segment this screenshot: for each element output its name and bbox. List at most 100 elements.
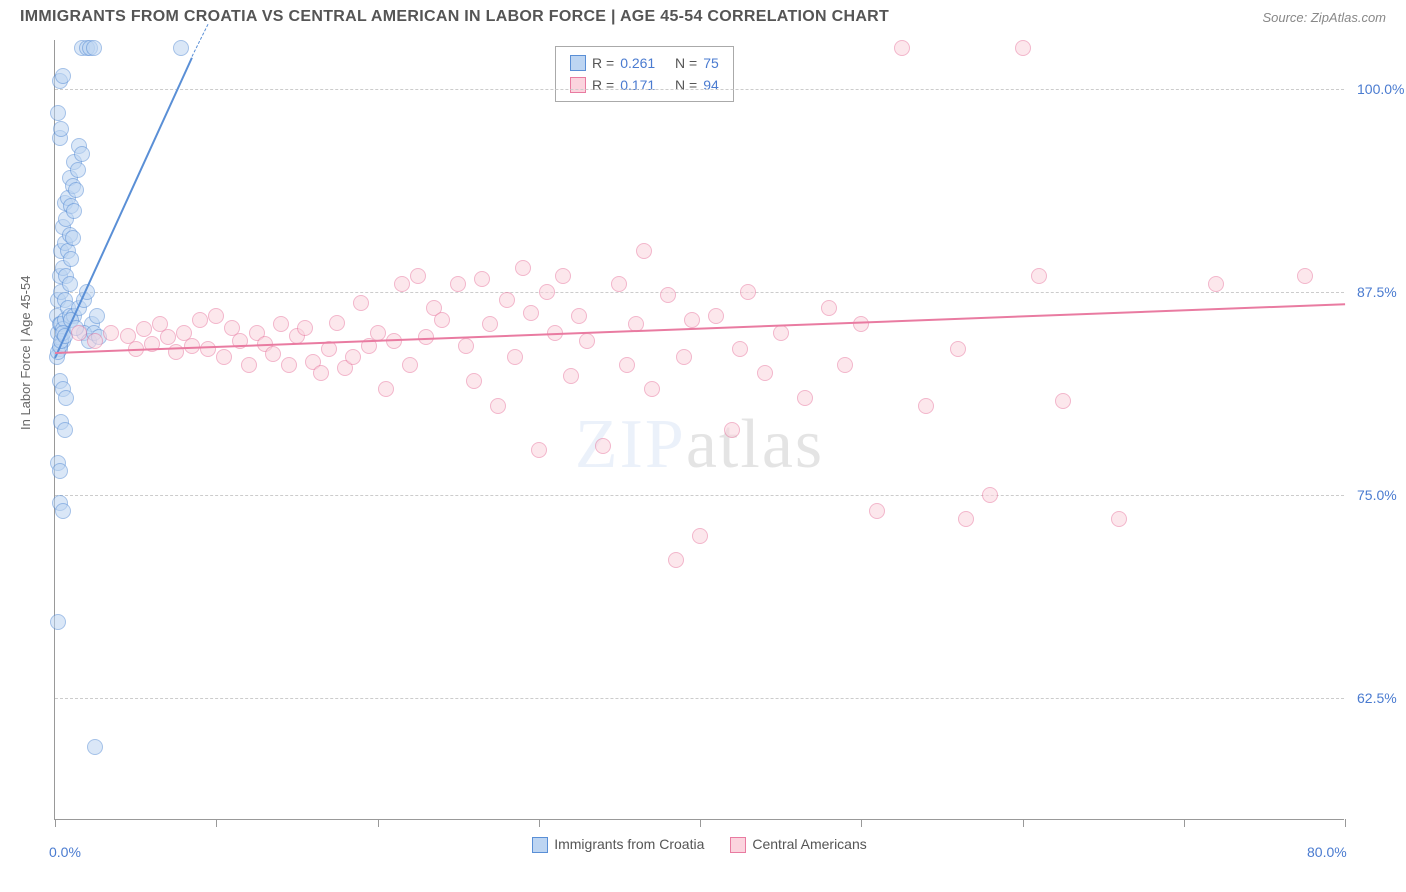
x-tick xyxy=(861,819,862,827)
data-point xyxy=(644,381,660,397)
r-label: R = xyxy=(592,74,614,96)
data-point xyxy=(531,442,547,458)
r-value: 0.171 xyxy=(620,74,655,96)
data-point xyxy=(58,390,74,406)
legend-label: Immigrants from Croatia xyxy=(554,836,704,852)
data-point xyxy=(458,338,474,354)
legend-swatch-icon xyxy=(730,837,746,853)
data-point xyxy=(684,312,700,328)
gridline-h xyxy=(55,292,1344,293)
legend-swatch-central xyxy=(570,77,586,93)
data-point xyxy=(62,276,78,292)
x-tick xyxy=(55,819,56,827)
data-point xyxy=(523,305,539,321)
data-point xyxy=(740,284,756,300)
data-point xyxy=(611,276,627,292)
legend-stat-row-croatia: R = 0.261 N = 75 xyxy=(570,52,719,74)
data-point xyxy=(74,146,90,162)
data-point xyxy=(66,203,82,219)
data-point xyxy=(55,68,71,84)
data-point xyxy=(595,438,611,454)
x-tick xyxy=(1184,819,1185,827)
data-point xyxy=(68,182,84,198)
data-point xyxy=(1297,268,1313,284)
y-tick-label: 100.0% xyxy=(1357,81,1404,97)
data-point xyxy=(869,503,885,519)
data-point xyxy=(208,308,224,324)
data-point xyxy=(757,365,773,381)
x-tick xyxy=(216,819,217,827)
data-point xyxy=(136,321,152,337)
data-point xyxy=(563,368,579,384)
data-point xyxy=(958,511,974,527)
n-label: N = xyxy=(675,74,697,96)
data-point xyxy=(918,398,934,414)
data-point xyxy=(281,357,297,373)
n-value: 94 xyxy=(703,74,719,96)
n-value: 75 xyxy=(703,52,719,74)
data-point xyxy=(103,325,119,341)
legend-swatch-icon xyxy=(532,837,548,853)
data-point xyxy=(1111,511,1127,527)
data-point xyxy=(192,312,208,328)
gridline-h xyxy=(55,698,1344,699)
data-point xyxy=(499,292,515,308)
data-point xyxy=(450,276,466,292)
data-point xyxy=(724,422,740,438)
data-point xyxy=(579,333,595,349)
legend-swatch-croatia xyxy=(570,55,586,71)
data-point xyxy=(619,357,635,373)
data-point xyxy=(89,308,105,324)
data-point xyxy=(313,365,329,381)
n-label: N = xyxy=(675,52,697,74)
legend-bottom: Immigrants from Croatia Central American… xyxy=(55,836,1344,853)
data-point xyxy=(87,739,103,755)
data-point xyxy=(70,162,86,178)
data-point xyxy=(474,271,490,287)
data-point xyxy=(1208,276,1224,292)
data-point xyxy=(773,325,789,341)
data-point xyxy=(982,487,998,503)
data-point xyxy=(1015,40,1031,56)
data-point xyxy=(668,552,684,568)
data-point xyxy=(87,333,103,349)
y-tick-label: 62.5% xyxy=(1357,690,1397,706)
data-point xyxy=(184,338,200,354)
y-tick-label: 75.0% xyxy=(1357,487,1397,503)
x-tick-label: 0.0% xyxy=(49,844,81,860)
data-point xyxy=(1031,268,1047,284)
r-value: 0.261 xyxy=(620,52,655,74)
data-point xyxy=(571,308,587,324)
data-point xyxy=(53,121,69,137)
data-point xyxy=(63,251,79,267)
data-point xyxy=(402,357,418,373)
data-point xyxy=(57,422,73,438)
data-point xyxy=(65,230,81,246)
legend-statistics: R = 0.261 N = 75 R = 0.171 N = 94 xyxy=(555,46,734,102)
y-axis-label: In Labor Force | Age 45-54 xyxy=(18,276,33,430)
legend-item-croatia: Immigrants from Croatia xyxy=(532,836,704,853)
data-point xyxy=(71,325,87,341)
data-point xyxy=(86,40,102,56)
data-point xyxy=(732,341,748,357)
data-point xyxy=(1055,393,1071,409)
data-point xyxy=(837,357,853,373)
legend-label: Central Americans xyxy=(752,836,866,852)
x-tick xyxy=(378,819,379,827)
watermark: ZIPatlas xyxy=(575,405,824,485)
data-point xyxy=(894,40,910,56)
data-point xyxy=(173,40,189,56)
data-point xyxy=(434,312,450,328)
data-point xyxy=(515,260,531,276)
data-point xyxy=(466,373,482,389)
legend-stat-row-central: R = 0.171 N = 94 xyxy=(570,74,719,96)
data-point xyxy=(797,390,813,406)
data-point xyxy=(482,316,498,332)
data-point xyxy=(265,346,281,362)
data-point xyxy=(708,308,724,324)
data-point xyxy=(507,349,523,365)
data-point xyxy=(50,614,66,630)
y-tick-label: 87.5% xyxy=(1357,284,1397,300)
gridline-h xyxy=(55,89,1344,90)
chart-header: IMMIGRANTS FROM CROATIA VS CENTRAL AMERI… xyxy=(0,0,1406,30)
